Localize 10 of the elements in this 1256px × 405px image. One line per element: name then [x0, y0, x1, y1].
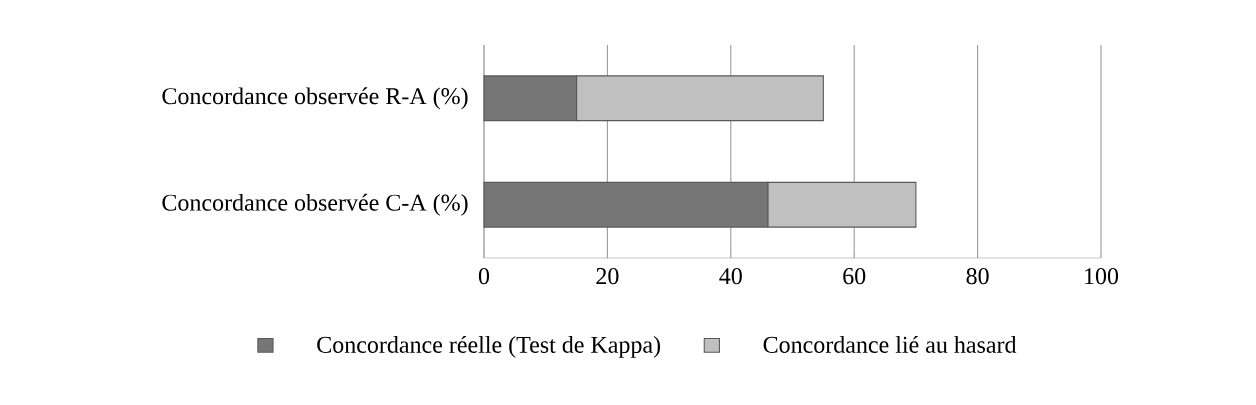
x-tick-label: 100	[1085, 268, 1119, 285]
x-tick-label: 60	[843, 268, 866, 285]
legend-label: Concordance lié au hasard	[763, 335, 1017, 353]
legend-label: Concordance réelle (Test de Kappa)	[317, 335, 661, 358]
x-tick-label: 20	[596, 268, 619, 285]
x-tick-label: 80	[966, 268, 989, 285]
y-tick-label: Concordance observée C-A (%)	[162, 193, 468, 216]
x-tick-label: 0	[478, 268, 490, 285]
y-tick-label: Concordance observée R-A (%)	[162, 87, 468, 110]
x-tick-label: 40	[719, 268, 742, 285]
